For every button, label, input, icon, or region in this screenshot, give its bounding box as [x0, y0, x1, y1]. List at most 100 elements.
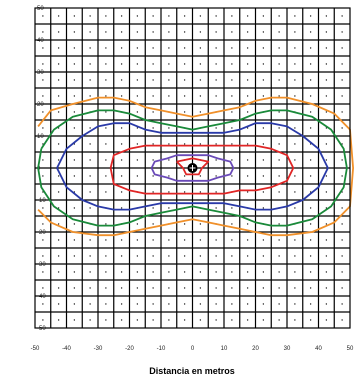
- y-tick-label: -20: [37, 230, 46, 236]
- grid-dot: [199, 255, 202, 257]
- grid-dot: [57, 175, 60, 177]
- grid-dot: [168, 47, 170, 49]
- grid-dot: [136, 31, 139, 33]
- grid-dot: [120, 79, 123, 81]
- grid-dot: [120, 143, 123, 145]
- grid-dot: [341, 207, 343, 209]
- grid-dot: [215, 191, 217, 193]
- grid-dot: [309, 303, 312, 305]
- grid-dot: [89, 63, 91, 65]
- grid-dot: [57, 63, 60, 65]
- grid-dot: [183, 95, 186, 97]
- grid-dot: [325, 111, 328, 113]
- grid-dot: [215, 239, 217, 241]
- grid-dot: [42, 271, 44, 273]
- grid-dot: [105, 271, 107, 273]
- grid-dot: [278, 175, 280, 177]
- grid-dot: [262, 239, 265, 241]
- grid-dot: [278, 287, 280, 289]
- grid-dot: [278, 191, 280, 193]
- grid-dot: [42, 255, 44, 257]
- grid-dot: [136, 175, 139, 177]
- grid-dot: [278, 79, 280, 81]
- x-tick-label: 40: [315, 346, 322, 352]
- grid-dot: [42, 111, 44, 113]
- grid-dot: [278, 223, 280, 225]
- grid-dot: [105, 287, 107, 289]
- grid-dot: [215, 15, 217, 17]
- grid-dot: [309, 47, 312, 49]
- grid-dot: [73, 319, 76, 321]
- grid-dot: [168, 239, 170, 241]
- grid-dot: [57, 95, 60, 97]
- grid-dot: [341, 159, 343, 161]
- grid-dot: [325, 79, 328, 81]
- x-tick-label: 50: [347, 346, 354, 352]
- grid-dot: [278, 127, 280, 129]
- grid-dot: [215, 143, 217, 145]
- grid-dot: [105, 223, 107, 225]
- grid-dot: [120, 303, 123, 305]
- grid-dot: [215, 127, 217, 129]
- grid-dot: [246, 95, 249, 97]
- y-tick-label: 30: [37, 70, 44, 76]
- grid-dot: [199, 15, 202, 17]
- grid-dot: [183, 31, 186, 33]
- grid-dot: [57, 79, 60, 81]
- grid-dot: [341, 31, 343, 33]
- grid-dot: [278, 143, 280, 145]
- grid-dot: [278, 15, 280, 17]
- grid-dot: [105, 159, 107, 161]
- grid-dot: [294, 207, 296, 209]
- grid-dot: [325, 143, 328, 145]
- grid-dot: [120, 319, 123, 321]
- grid-dot: [136, 63, 139, 65]
- grid-dot: [73, 207, 76, 209]
- grid-dot: [262, 31, 265, 33]
- grid-dot: [183, 63, 186, 65]
- contour-line-5: [150, 154, 235, 182]
- grid-dot: [105, 79, 107, 81]
- grid-dot: [309, 31, 312, 33]
- grid-dot: [105, 63, 107, 65]
- grid-dot: [105, 303, 107, 305]
- grid-dot: [42, 175, 44, 177]
- grid-dot: [168, 31, 170, 33]
- grid-dot: [57, 143, 60, 145]
- y-tick-label: -30: [37, 262, 46, 268]
- grid-dot: [89, 191, 91, 193]
- grid-dot: [73, 15, 76, 17]
- grid-dot: [262, 47, 265, 49]
- grid-dot: [262, 143, 265, 145]
- x-tick-label: 20: [252, 346, 259, 352]
- grid-dot: [152, 255, 154, 257]
- grid-dot: [136, 303, 139, 305]
- grid-dot: [73, 111, 76, 113]
- grid-dot: [215, 271, 217, 273]
- x-tick-label: 10: [221, 346, 228, 352]
- grid-dot: [341, 111, 343, 113]
- grid-dot: [73, 95, 76, 97]
- y-tick-label: 50: [37, 6, 44, 12]
- grid-dot: [168, 255, 170, 257]
- grid-dot: [136, 47, 139, 49]
- grid-dot: [294, 239, 296, 241]
- grid-dot: [341, 47, 343, 49]
- grid-dot: [42, 223, 44, 225]
- grid-dot: [73, 63, 76, 65]
- grid-dot: [57, 319, 60, 321]
- grid-dot: [325, 303, 328, 305]
- grid-dot: [246, 79, 249, 81]
- grid-dot: [262, 127, 265, 129]
- grid-dot: [152, 111, 154, 113]
- x-tick-label: -30: [94, 346, 103, 352]
- contour-line-3: [56, 122, 329, 211]
- grid-dot: [246, 111, 249, 113]
- grid-dot: [278, 239, 280, 241]
- grid-dot: [57, 159, 60, 161]
- grid-dot: [57, 111, 60, 113]
- grid-dot: [278, 111, 280, 113]
- grid-dot: [246, 239, 249, 241]
- grid-dot: [73, 47, 76, 49]
- grid-dot: [183, 239, 186, 241]
